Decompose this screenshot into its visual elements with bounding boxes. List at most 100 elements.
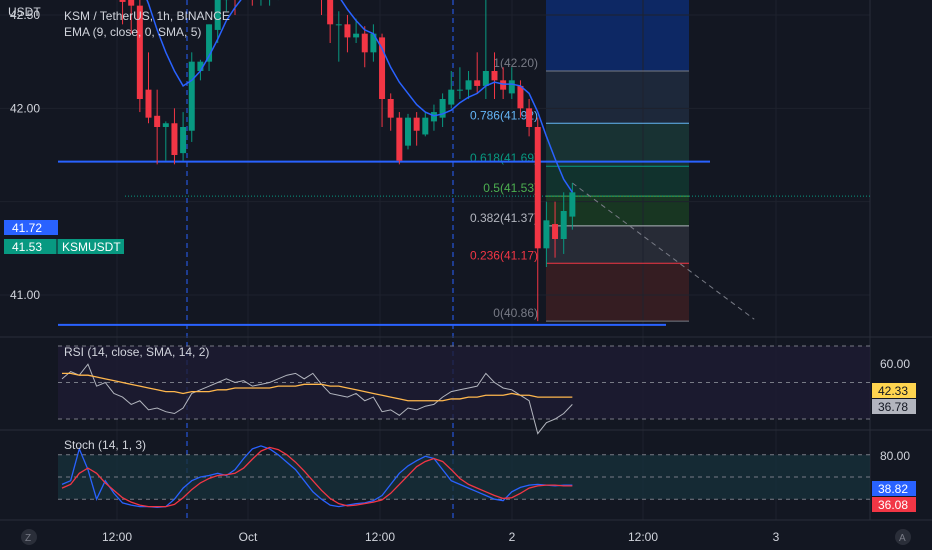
rsi-axis-tick: 60.00	[880, 357, 910, 371]
ema-indicator-label[interactable]: EMA (9, close, 0, SMA, 5)	[64, 25, 201, 39]
candle[interactable]	[422, 112, 429, 137]
candle[interactable]	[491, 52, 498, 99]
fib-zone	[546, 123, 689, 167]
candle[interactable]	[543, 201, 550, 267]
candle-body	[119, 0, 126, 2]
fib-level-label: 1(42.20)	[493, 56, 538, 70]
candle[interactable]	[335, 11, 342, 62]
candle[interactable]	[526, 98, 533, 137]
candle-body	[370, 33, 377, 53]
candle[interactable]	[569, 182, 576, 230]
candle[interactable]	[413, 112, 420, 146]
candle[interactable]	[154, 89, 161, 165]
stoch-d-tag: 36.08	[878, 498, 908, 512]
stoch-d-tag-box	[872, 497, 916, 512]
candle[interactable]	[145, 52, 152, 124]
candle[interactable]	[344, 14, 351, 53]
price-tag: 41.53	[12, 240, 42, 254]
candle-body	[335, 24, 342, 26]
symbol-title[interactable]: KSM / TetherUS, 1h, BINANCE	[64, 9, 230, 23]
candle-body	[517, 85, 524, 109]
candle[interactable]	[162, 121, 169, 161]
candle[interactable]	[448, 70, 455, 109]
candle[interactable]	[223, 0, 230, 12]
candle[interactable]	[119, 0, 126, 25]
rsi-ma-tag: 36.78	[878, 400, 908, 414]
candle[interactable]	[474, 52, 481, 94]
candle-body	[136, 5, 143, 99]
candle[interactable]	[267, 0, 273, 6]
candle[interactable]	[405, 113, 411, 150]
candle-body	[154, 115, 161, 127]
candle[interactable]	[387, 93, 394, 131]
candle-body	[491, 70, 498, 81]
candle-body	[188, 61, 195, 131]
time-axis[interactable]: 12:00 Oct 12:00 2 12:00 3	[102, 530, 780, 544]
time-tick-label: 12:00	[628, 530, 658, 544]
ema-polyline	[146, 0, 573, 193]
candlestick-series[interactable]	[59, 0, 576, 322]
candle-body	[387, 98, 394, 118]
level-tag-box	[4, 220, 58, 235]
candle[interactable]	[396, 112, 403, 165]
candle[interactable]	[327, 0, 334, 43]
candle[interactable]	[439, 93, 446, 127]
candle[interactable]	[465, 70, 472, 99]
candle[interactable]	[482, 0, 489, 99]
candle[interactable]	[180, 112, 187, 161]
rsi-panel[interactable]	[58, 345, 870, 435]
candle-body	[569, 192, 576, 217]
trendlines[interactable]	[58, 160, 870, 326]
candle[interactable]	[258, 0, 264, 6]
rsi-indicator-label[interactable]: RSI (14, close, SMA, 14, 2)	[64, 345, 209, 359]
candle[interactable]	[534, 117, 541, 322]
stoch-indicator-label[interactable]: Stoch (14, 1, 3)	[64, 438, 146, 452]
candle[interactable]	[136, 0, 143, 113]
rsi-value-tag-box	[872, 383, 916, 398]
candle-body	[448, 89, 455, 105]
candle[interactable]	[319, 0, 325, 15]
stoch-k-tag: 38.82	[878, 482, 908, 496]
candle[interactable]	[232, 0, 238, 15]
candle[interactable]	[214, 0, 221, 43]
fib-level-label: 0.236(41.17)	[470, 248, 538, 262]
candle[interactable]	[430, 104, 437, 131]
zoom-icon[interactable]: Z	[25, 533, 31, 544]
auto-scale-icon-bg[interactable]	[895, 529, 911, 545]
candle[interactable]	[171, 108, 178, 165]
candle[interactable]	[560, 192, 567, 254]
level-tag: 41.72	[12, 221, 42, 235]
auto-scale-icon[interactable]: A	[899, 533, 906, 544]
candle-body	[543, 220, 550, 249]
price-tag-box	[4, 239, 124, 254]
candle[interactable]	[500, 67, 507, 99]
candle-body	[379, 37, 386, 99]
candle[interactable]	[508, 67, 515, 99]
rsi-ma-line	[62, 372, 573, 402]
fib-zone	[546, 70, 689, 124]
candle[interactable]	[188, 52, 195, 142]
fib-level-label: 0.5(41.53)	[483, 181, 538, 195]
candle[interactable]	[361, 26, 368, 68]
candle-body	[430, 112, 437, 122]
candle-body	[422, 117, 429, 135]
stoch-d-line	[61, 446, 573, 508]
candle[interactable]	[456, 67, 463, 99]
candle-body	[197, 61, 204, 71]
projection-line	[572, 182, 755, 320]
candle-body	[214, 0, 221, 30]
stoch-panel[interactable]	[58, 445, 870, 508]
currency-label: USDT	[8, 5, 41, 19]
candle[interactable]	[206, 24, 213, 71]
candle[interactable]	[353, 18, 360, 43]
stoch-k-tag-box	[872, 481, 916, 496]
candle-body	[439, 98, 446, 118]
candle[interactable]	[552, 201, 559, 258]
candle[interactable]	[128, 0, 135, 34]
candle-body	[162, 123, 169, 127]
candle[interactable]	[370, 24, 377, 62]
candle-body	[327, 0, 334, 25]
zoom-icon-bg[interactable]	[21, 529, 37, 545]
